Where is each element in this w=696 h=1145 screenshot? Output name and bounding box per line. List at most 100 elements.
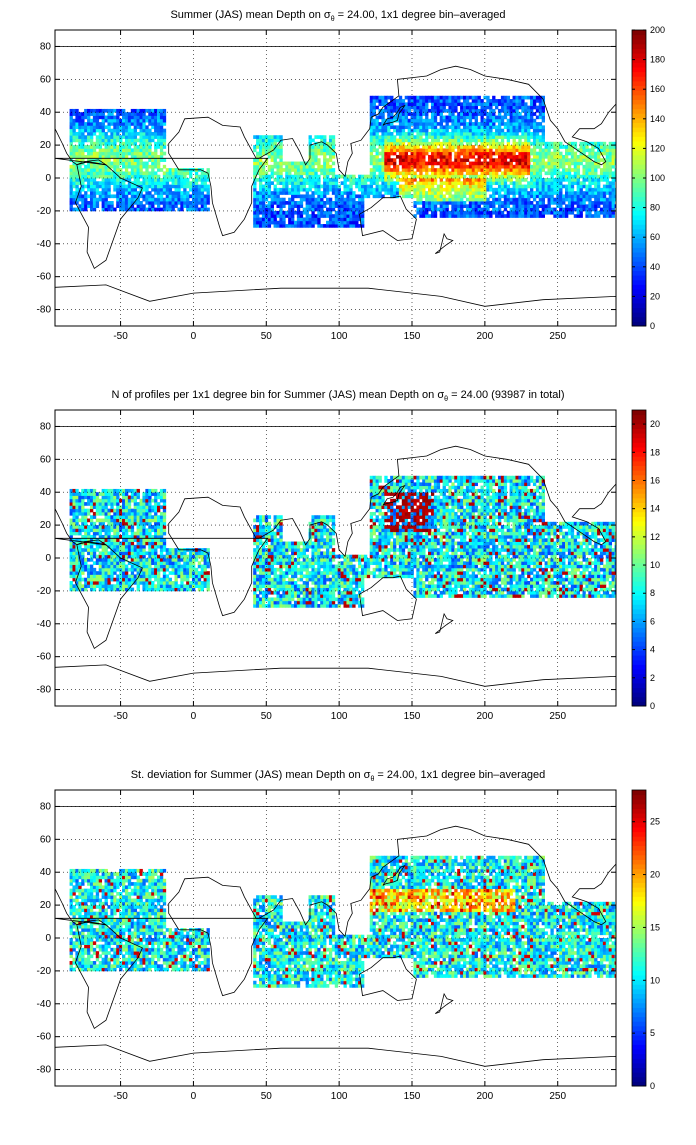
data-cell: [174, 191, 178, 195]
data-cell: [398, 108, 403, 113]
data-cell: [92, 587, 97, 592]
data-cell: [384, 154, 388, 159]
y-tick-label: -80: [37, 305, 52, 316]
data-cell: [425, 118, 429, 123]
data-cell: [515, 128, 519, 133]
data-cell: [541, 154, 545, 159]
data-cell: [69, 201, 73, 205]
data-cell: [594, 181, 598, 185]
data-cell: [302, 197, 307, 202]
data-cell: [384, 131, 388, 136]
data-cell: [81, 128, 85, 133]
data-cell: [84, 488, 88, 493]
data-cell: [104, 125, 108, 130]
data-cell: [259, 210, 263, 215]
data-cell: [436, 128, 441, 133]
data-cell: [506, 171, 511, 176]
data-cell: [101, 581, 105, 585]
data-cell: [343, 214, 347, 218]
data-cell: [127, 511, 132, 516]
data-cell: [483, 131, 487, 136]
data-cell: [500, 194, 505, 199]
data-cell: [89, 197, 94, 202]
data-cell: [358, 184, 362, 189]
data-cell: [154, 197, 158, 202]
data-cell: [101, 511, 105, 516]
data-cell: [451, 148, 455, 153]
data-cell: [346, 174, 350, 179]
data-cell: [457, 138, 461, 143]
data-cell: [314, 158, 318, 162]
data-cell: [465, 171, 470, 176]
data-cell: [570, 158, 575, 162]
data-cell: [107, 118, 111, 123]
data-cell: [445, 181, 449, 185]
data-cell: [104, 187, 108, 192]
data-cell: [395, 148, 400, 153]
data-cell: [477, 174, 481, 179]
data-cell: [495, 214, 499, 218]
data-cell: [530, 108, 534, 113]
data-cell: [477, 168, 481, 172]
data-cell: [393, 171, 397, 176]
data-cell: [454, 118, 458, 123]
data-cell: [527, 197, 531, 202]
data-cell: [474, 161, 478, 166]
data-cell: [107, 178, 111, 182]
data-cell: [267, 224, 272, 228]
data-cell: [124, 541, 129, 546]
data-cell: [113, 531, 117, 536]
data-cell: [544, 164, 548, 169]
data-cell: [407, 148, 411, 153]
data-cell: [559, 164, 563, 169]
data-cell: [425, 161, 429, 166]
data-cell: [442, 194, 446, 199]
data-cell: [186, 184, 190, 189]
data-cell: [436, 138, 441, 143]
data-cell: [398, 102, 403, 107]
data-cell: [448, 148, 452, 153]
data-cell: [582, 164, 586, 169]
data-cell: [95, 184, 100, 189]
data-cell: [75, 161, 79, 166]
data-cell: [477, 108, 481, 113]
data-cell: [387, 95, 391, 100]
data-cell: [480, 148, 484, 153]
data-cell: [369, 112, 374, 116]
data-cell: [573, 174, 578, 179]
data-cell: [582, 194, 586, 199]
data-cell: [69, 135, 73, 139]
data-cell: [69, 534, 73, 539]
data-cell: [264, 135, 269, 139]
data-cell: [285, 184, 289, 189]
data-cell: [107, 141, 111, 146]
data-cell: [264, 171, 269, 176]
data-cell: [139, 561, 143, 565]
data-cell: [92, 141, 97, 146]
data-cell: [425, 102, 429, 107]
data-cell: [127, 577, 132, 582]
data-cell: [87, 125, 91, 130]
data-cell: [384, 161, 388, 166]
data-cell: [445, 187, 449, 192]
data-cell: [259, 148, 263, 153]
data-cell: [611, 191, 615, 195]
data-cell: [451, 181, 455, 185]
data-cell: [509, 201, 513, 205]
data-cell: [122, 488, 126, 493]
data-cell: [387, 164, 391, 169]
data-cell: [454, 204, 458, 208]
data-cell: [92, 145, 97, 149]
data-cell: [436, 187, 441, 192]
data-cell: [576, 197, 580, 202]
data-cell: [110, 135, 114, 139]
data-cell: [174, 174, 178, 179]
data-cell: [416, 148, 420, 153]
data-cell: [369, 184, 374, 189]
data-cell: [506, 145, 511, 149]
data-cell: [594, 184, 598, 189]
data-cell: [524, 204, 528, 208]
data-cell: [320, 184, 324, 189]
data-cell: [530, 125, 534, 130]
data-cell: [81, 201, 85, 205]
